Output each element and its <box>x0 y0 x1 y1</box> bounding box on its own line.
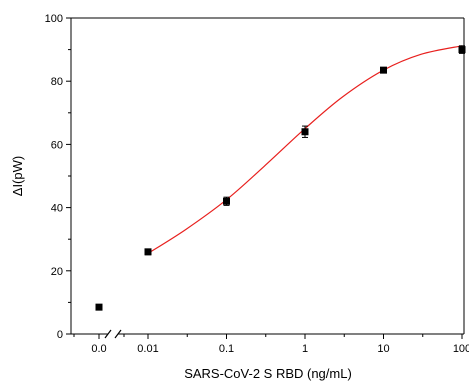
y-tick-label: 0 <box>57 329 63 341</box>
y-tick-label: 40 <box>51 203 63 215</box>
fit-curve <box>147 45 463 254</box>
data-point <box>301 125 309 138</box>
data-point <box>380 66 387 74</box>
x-axis: 0.0 0.01 0.1 1 10 100 <box>73 334 469 355</box>
x-tick-label: 10 <box>377 343 389 355</box>
data-point <box>95 303 103 311</box>
square-marker <box>223 197 230 205</box>
y-tick-label: 80 <box>51 76 63 88</box>
x-tick-label: 1 <box>302 343 308 355</box>
x-tick-label: 0.1 <box>219 343 234 355</box>
axis-break-mark <box>114 329 122 339</box>
data-points-layer <box>95 45 466 311</box>
x-tick-label: 100 <box>453 343 469 355</box>
y-axis-label: ΔI(pW) <box>10 156 25 196</box>
y-tick-label: 20 <box>51 266 63 278</box>
y-axis: 0 20 40 60 80 100 <box>45 13 71 341</box>
data-point <box>458 45 466 54</box>
x-axis-label: SARS-CoV-2 S RBD (ng/mL) <box>184 366 352 381</box>
square-marker <box>95 303 103 311</box>
data-point <box>223 196 230 206</box>
x-tick-label: 0.01 <box>137 343 158 355</box>
fit-curve-layer <box>147 45 463 254</box>
x-tick-label: 0.0 <box>91 343 106 355</box>
square-marker <box>380 66 387 74</box>
y-tick-label: 100 <box>45 13 63 25</box>
axis-break-mark <box>104 329 112 339</box>
square-marker <box>458 46 466 54</box>
data-point <box>144 248 152 256</box>
plot-frame <box>70 17 465 339</box>
y-tick-label: 60 <box>51 139 63 151</box>
square-marker <box>301 128 309 136</box>
square-marker <box>144 248 152 256</box>
